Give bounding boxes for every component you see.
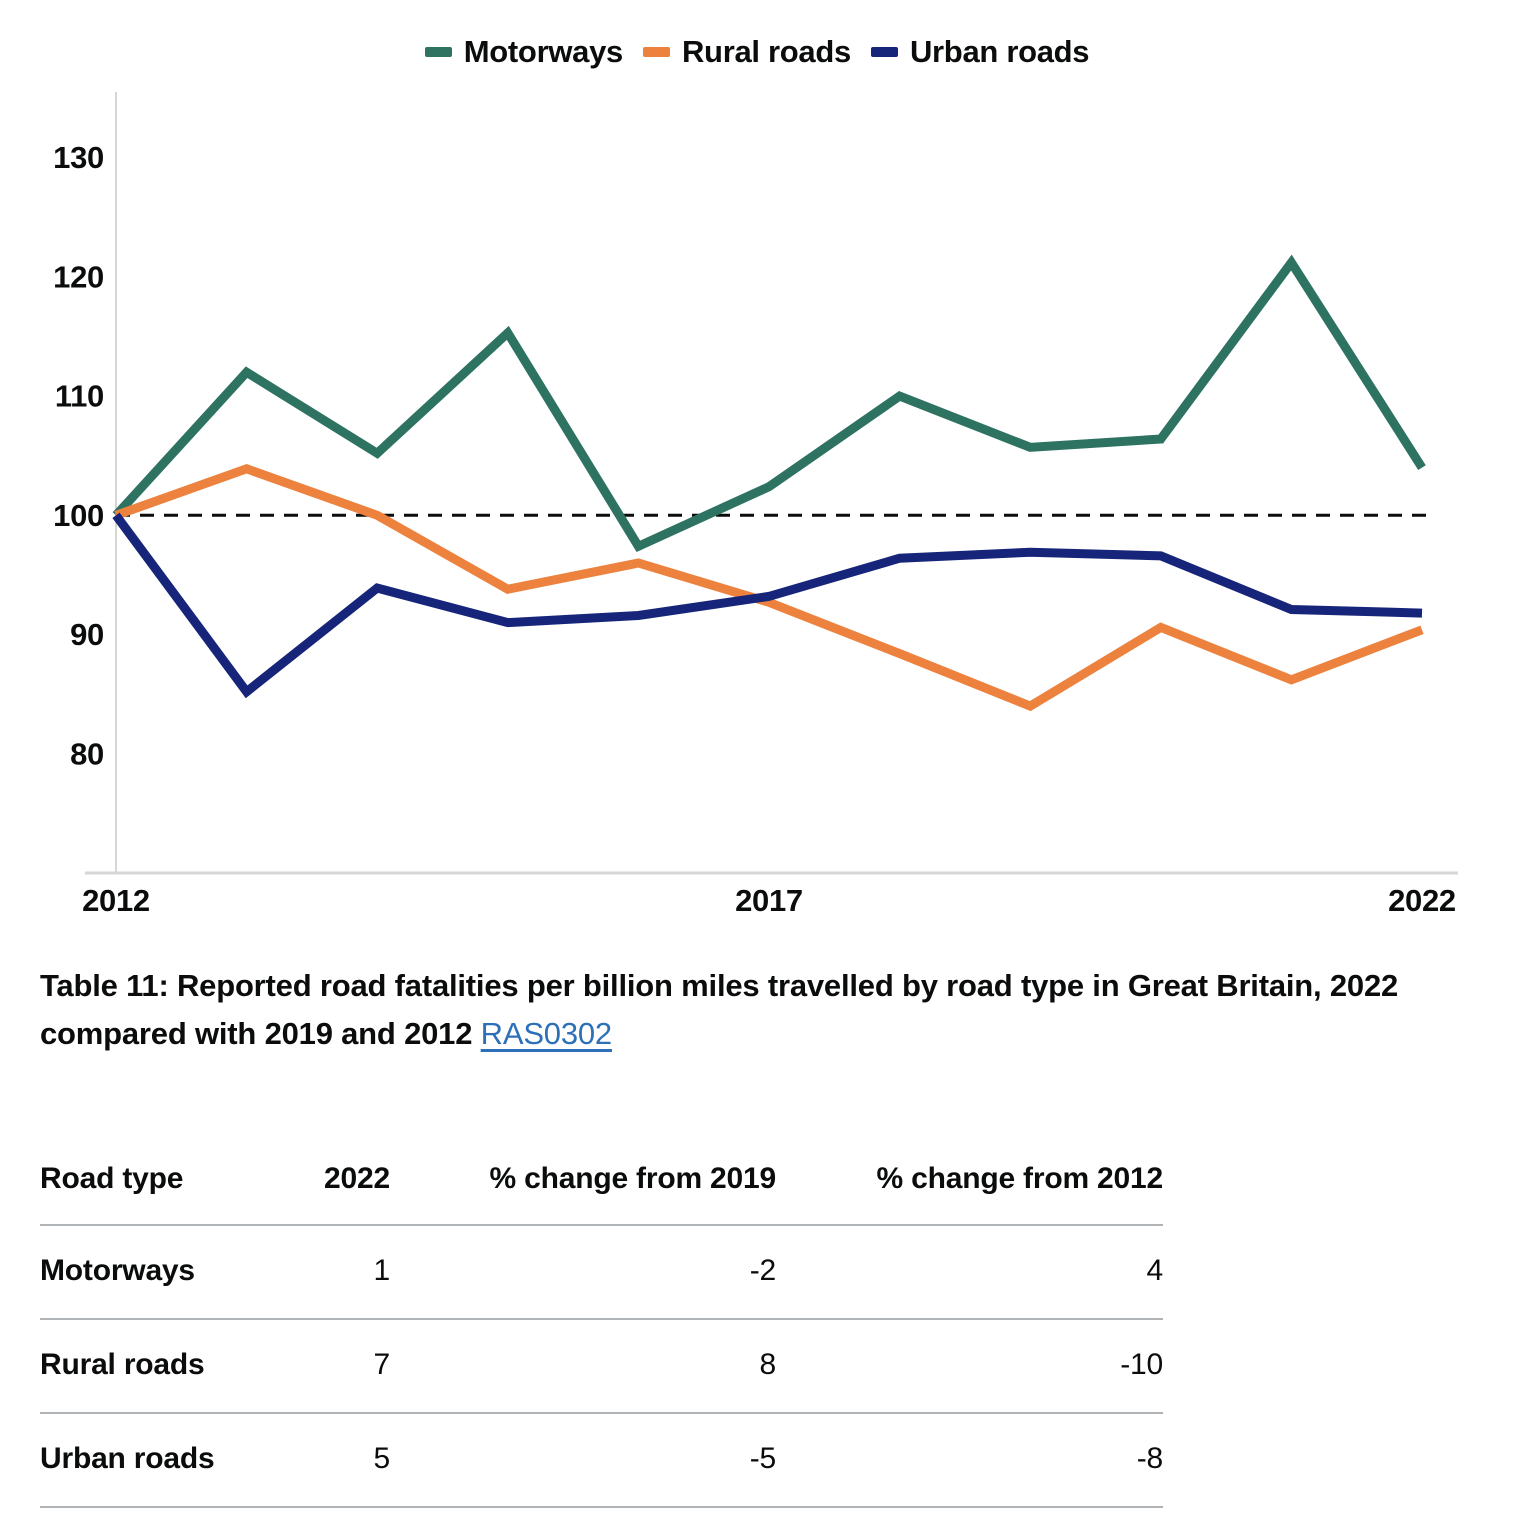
y-axis-label-100: 100 xyxy=(53,498,104,533)
chart-legend: Motorways Rural roads Urban roads xyxy=(0,34,1514,70)
column-header-change-2012: % change from 2012 xyxy=(776,1150,1163,1226)
table-header: Road type 2022 % change from 2019 % chan… xyxy=(40,1150,1163,1226)
series-line-motorways xyxy=(112,254,1426,553)
series-line-rural-roads xyxy=(114,464,1424,712)
y-axis-label-130: 130 xyxy=(53,140,104,175)
legend-swatch-rural-roads xyxy=(642,47,670,57)
legend-label-rural-roads: Rural roads xyxy=(681,34,851,69)
cell-rural-change-2012: -10 xyxy=(776,1319,1163,1414)
legend-item-motorways: Motorways xyxy=(424,34,624,70)
cell-urban-change-2019: -5 xyxy=(390,1413,776,1508)
table-row-motorways: Motorways 1 -2 4 xyxy=(40,1225,1163,1320)
legend-item-rural-roads: Rural roads xyxy=(642,34,851,70)
cell-motorways-change-2012: 4 xyxy=(776,1225,1163,1320)
series-line-urban-roads xyxy=(112,512,1423,699)
table-title: Table 11: Reported road fatalities per b… xyxy=(40,962,1430,1058)
row-label-rural-roads: Rural roads xyxy=(40,1319,300,1414)
column-header-change-2019: % change from 2019 xyxy=(390,1150,776,1226)
legend-item-urban-roads: Urban roads xyxy=(870,34,1090,70)
cell-motorways-2022: 1 xyxy=(300,1225,390,1320)
legend-label-urban-roads: Urban roads xyxy=(909,34,1090,69)
y-axis-label-80: 80 xyxy=(70,736,104,771)
x-axis-label-2017: 2017 xyxy=(735,883,803,918)
cell-urban-2022: 5 xyxy=(300,1413,390,1508)
cell-rural-2022: 7 xyxy=(300,1319,390,1414)
cell-urban-change-2012: -8 xyxy=(776,1413,1163,1508)
y-axis-label-110: 110 xyxy=(55,379,104,414)
legend-swatch-urban-roads xyxy=(870,47,898,57)
column-header-2022: 2022 xyxy=(300,1150,390,1226)
data-table: Road type 2022 % change from 2019 % chan… xyxy=(40,1150,1163,1508)
row-label-urban-roads: Urban roads xyxy=(40,1413,300,1508)
table-row-rural-roads: Rural roads 7 8 -10 xyxy=(40,1319,1163,1414)
cell-rural-change-2019: 8 xyxy=(390,1319,776,1414)
table-row-urban-roads: Urban roads 5 -5 -8 xyxy=(40,1413,1163,1508)
ras0302-link[interactable]: RAS0302 xyxy=(480,1016,613,1052)
column-header-road-type: Road type xyxy=(40,1150,300,1226)
table-header-row: Road type 2022 % change from 2019 % chan… xyxy=(40,1150,1163,1226)
cell-motorways-change-2019: -2 xyxy=(390,1225,776,1320)
x-axis-label-2022: 2022 xyxy=(1388,883,1456,918)
fatalities-index-line-chart: 130 120 110 100 90 80 2012 2017 2022 xyxy=(53,92,1458,918)
x-axis-label-2012: 2012 xyxy=(82,883,150,918)
table-title-text: Table 11: Reported road fatalities per b… xyxy=(40,968,1399,1052)
row-label-motorways: Motorways xyxy=(40,1225,300,1320)
legend-swatch-motorways xyxy=(424,47,452,57)
y-axis-label-120: 120 xyxy=(53,259,104,294)
legend-label-motorways: Motorways xyxy=(463,34,624,69)
y-axis-label-90: 90 xyxy=(70,617,104,652)
